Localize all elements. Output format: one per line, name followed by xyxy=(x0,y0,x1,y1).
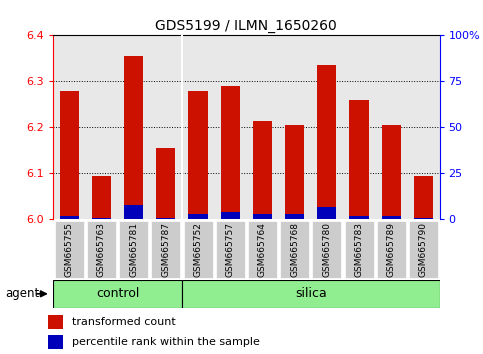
Text: GSM665768: GSM665768 xyxy=(290,222,299,278)
Bar xyxy=(285,125,304,219)
Bar xyxy=(253,120,272,219)
Text: GSM665780: GSM665780 xyxy=(322,222,331,278)
Text: GSM665764: GSM665764 xyxy=(258,222,267,278)
FancyBboxPatch shape xyxy=(344,221,373,279)
Text: GSM665755: GSM665755 xyxy=(65,222,74,278)
Bar xyxy=(48,335,63,348)
Bar xyxy=(156,148,175,219)
Text: GSM665757: GSM665757 xyxy=(226,222,235,278)
Bar xyxy=(124,56,143,219)
FancyBboxPatch shape xyxy=(53,280,182,308)
Text: GSM665783: GSM665783 xyxy=(355,222,364,278)
Bar xyxy=(92,176,111,219)
FancyBboxPatch shape xyxy=(409,221,438,279)
FancyBboxPatch shape xyxy=(119,221,148,279)
FancyBboxPatch shape xyxy=(313,221,341,279)
Text: control: control xyxy=(96,287,139,300)
Text: GSM665781: GSM665781 xyxy=(129,222,138,278)
Text: agent: agent xyxy=(5,287,39,300)
Bar xyxy=(317,65,337,219)
Text: percentile rank within the sample: percentile rank within the sample xyxy=(71,337,259,347)
Bar xyxy=(414,176,433,219)
Text: GSM665787: GSM665787 xyxy=(161,222,170,278)
Bar xyxy=(317,207,337,219)
FancyBboxPatch shape xyxy=(248,221,277,279)
Text: GSM665789: GSM665789 xyxy=(387,222,396,278)
Bar xyxy=(382,125,401,219)
Bar xyxy=(382,216,401,219)
Text: GSM665790: GSM665790 xyxy=(419,222,428,278)
Bar xyxy=(92,218,111,219)
Bar xyxy=(59,91,79,219)
Bar xyxy=(253,214,272,219)
Bar xyxy=(188,91,208,219)
Bar xyxy=(349,100,369,219)
FancyBboxPatch shape xyxy=(377,221,406,279)
Text: GSM665752: GSM665752 xyxy=(194,222,202,278)
Bar xyxy=(221,86,240,219)
Bar xyxy=(414,218,433,219)
Bar xyxy=(349,216,369,219)
Bar xyxy=(188,214,208,219)
FancyBboxPatch shape xyxy=(55,221,84,279)
FancyBboxPatch shape xyxy=(151,221,180,279)
FancyBboxPatch shape xyxy=(184,221,213,279)
Bar xyxy=(221,212,240,219)
Text: transformed count: transformed count xyxy=(71,318,175,327)
FancyBboxPatch shape xyxy=(280,221,309,279)
Title: GDS5199 / ILMN_1650260: GDS5199 / ILMN_1650260 xyxy=(156,19,337,33)
Bar xyxy=(124,205,143,219)
Bar xyxy=(59,216,79,219)
Text: GSM665763: GSM665763 xyxy=(97,222,106,278)
Text: silica: silica xyxy=(295,287,327,300)
FancyBboxPatch shape xyxy=(182,280,440,308)
Bar xyxy=(48,315,63,329)
FancyBboxPatch shape xyxy=(87,221,116,279)
Bar xyxy=(156,218,175,219)
Bar xyxy=(285,214,304,219)
FancyBboxPatch shape xyxy=(216,221,245,279)
